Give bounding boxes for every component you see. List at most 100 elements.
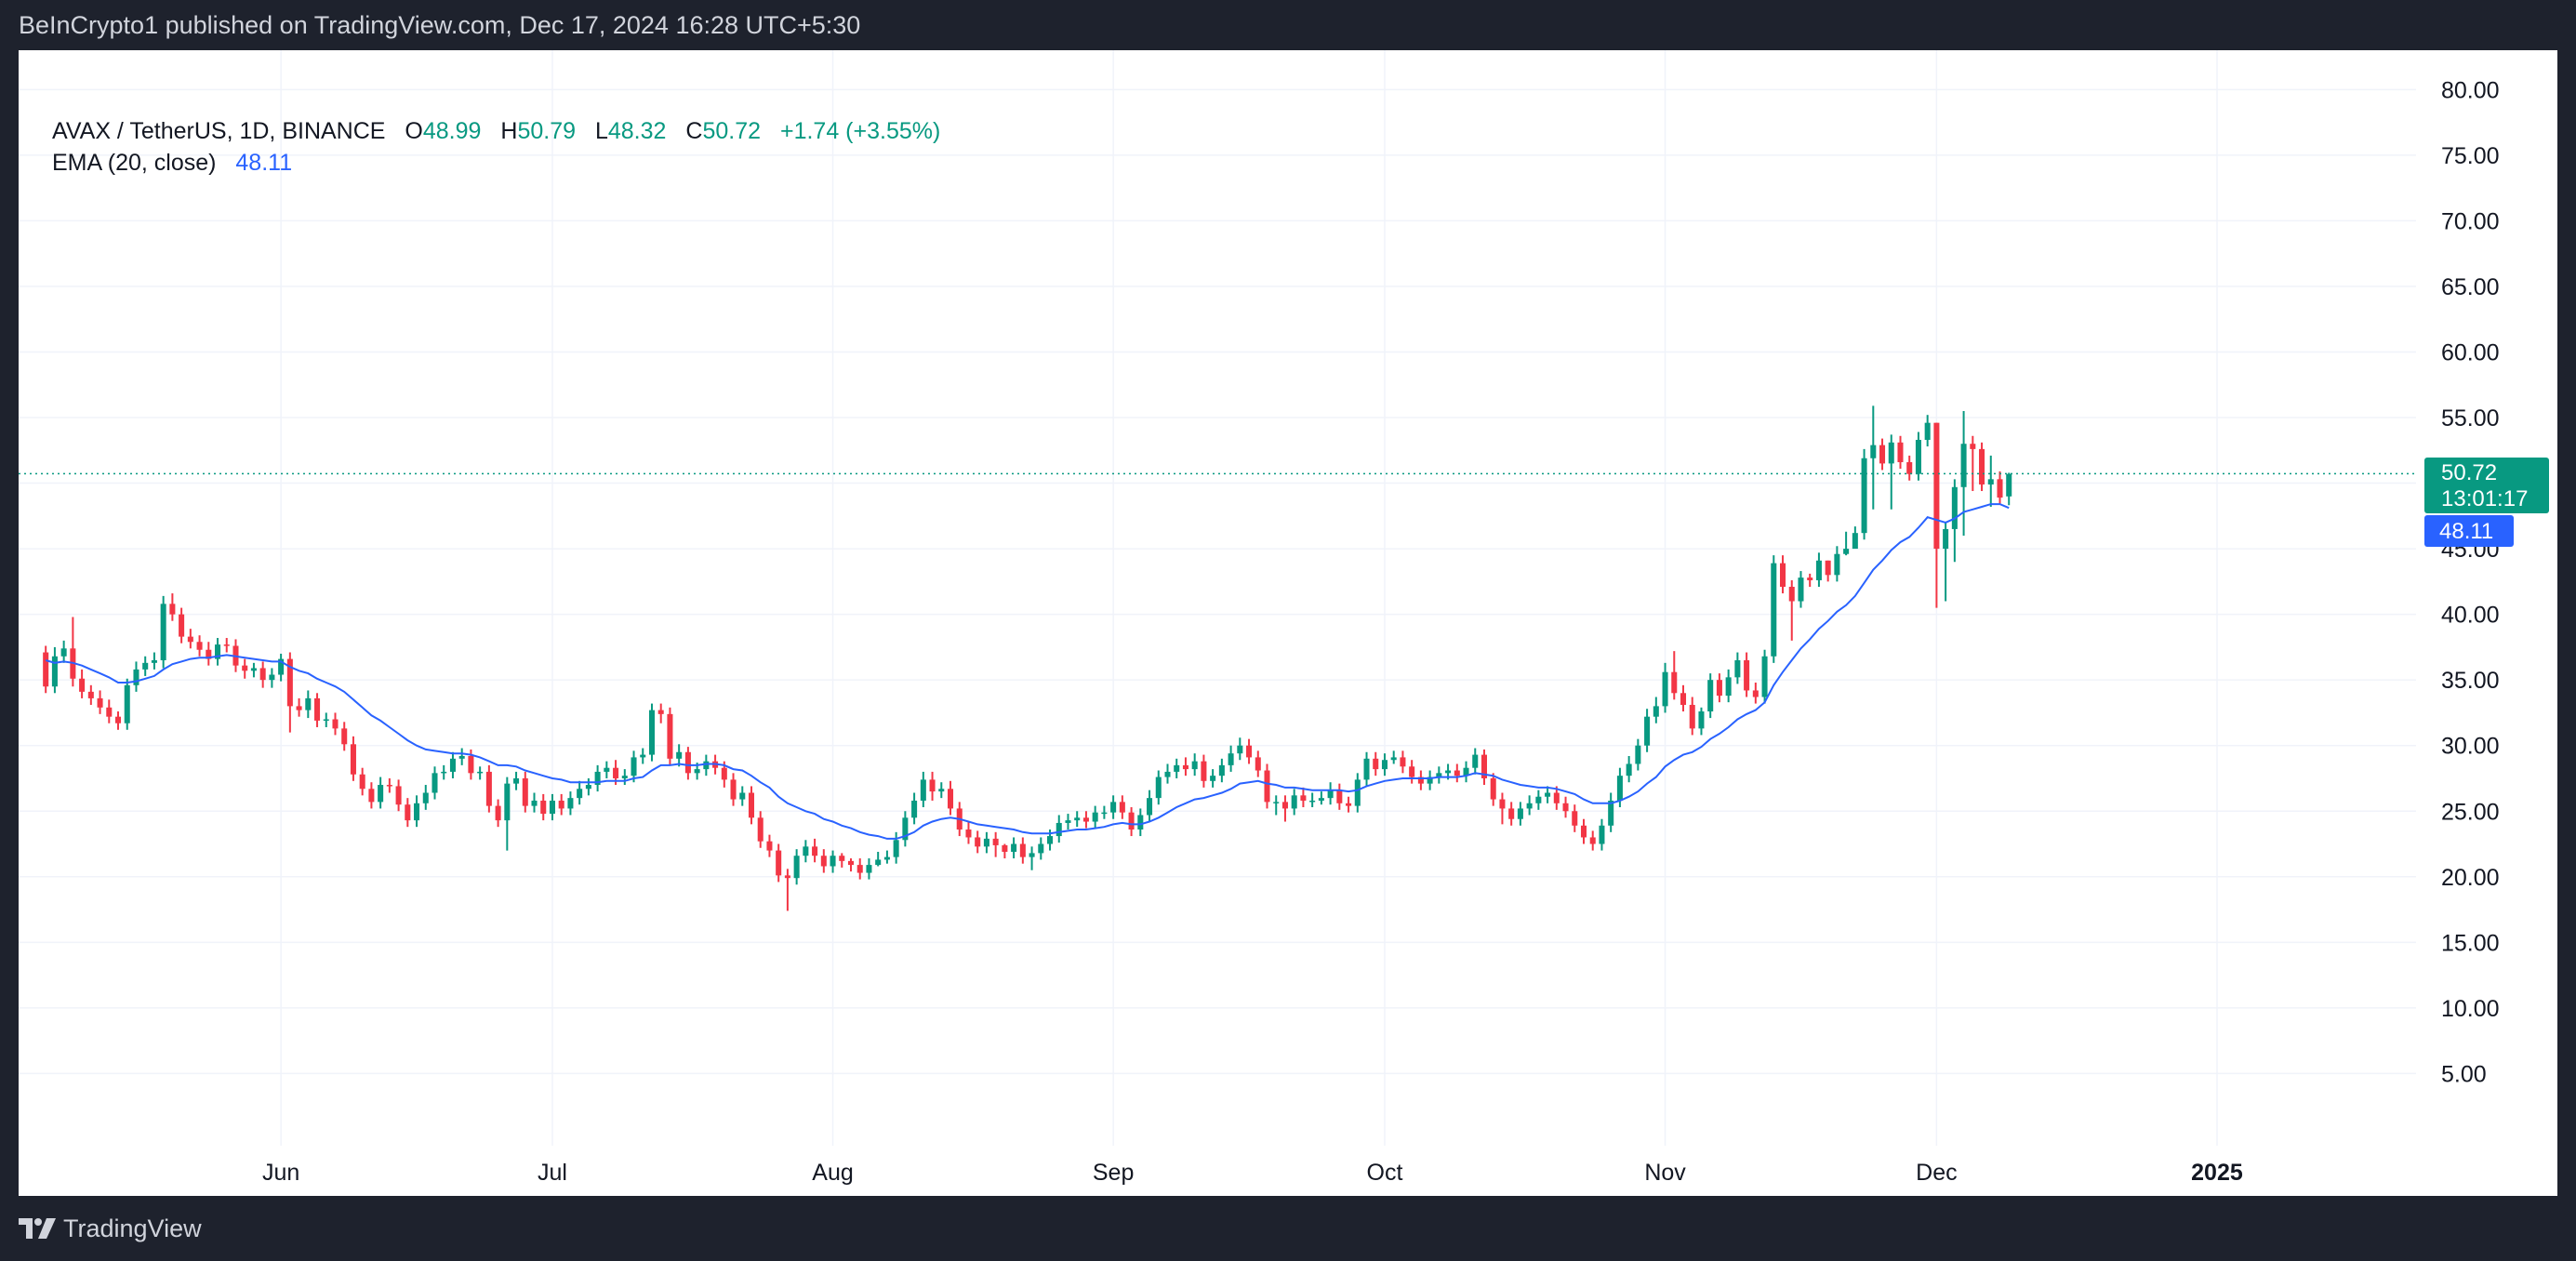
candle (1744, 652, 1750, 697)
candle-body (1101, 812, 1108, 815)
chart-panel[interactable]: 5.00 10.00 15.00 20.00 25.00 30.00 35.00 40.00 4… (19, 50, 2557, 1196)
tradingview-logo[interactable]: TradingView (19, 1213, 202, 1244)
ema-legend-row[interactable]: EMA (20, close) 48.11 (52, 147, 940, 179)
candle-body (1281, 802, 1288, 809)
candle (1716, 673, 1722, 703)
candle-body (1698, 711, 1705, 729)
candle (70, 617, 76, 687)
candle (286, 652, 293, 733)
candle (1074, 811, 1081, 828)
candle-body (820, 856, 827, 867)
candle (1888, 434, 1894, 510)
candle-body (1327, 790, 1334, 799)
candle (1454, 763, 1460, 783)
candle-body (278, 658, 285, 675)
candle-body (449, 758, 456, 772)
candle-body (422, 792, 429, 803)
candle-body (1082, 817, 1089, 822)
candle-body (513, 777, 520, 784)
candle (2006, 472, 2012, 506)
candle-body (477, 771, 484, 774)
candle (1970, 435, 1976, 492)
candle (1951, 479, 1958, 563)
last-price-value: 50.72 (2441, 460, 2497, 485)
candle (812, 838, 818, 863)
candle-body (314, 697, 321, 721)
candle-body (1897, 442, 1904, 462)
time-tick-label: Jul (538, 1160, 567, 1186)
candle (1082, 811, 1089, 829)
candle (1879, 438, 1886, 471)
candle (51, 646, 58, 694)
candle (441, 764, 447, 780)
candle (1580, 818, 1587, 844)
candle (1228, 745, 1234, 772)
candle (757, 811, 764, 848)
candle-body (341, 728, 348, 745)
candle (640, 748, 646, 764)
candle-body (875, 859, 882, 866)
candle-body (1255, 757, 1261, 771)
candle (97, 690, 103, 714)
candlestick-chart[interactable]: 5.00 10.00 15.00 20.00 25.00 30.00 35.00 40.00 4… (19, 50, 2557, 1196)
candle-body (1716, 680, 1722, 697)
candle (1780, 555, 1786, 594)
candle-body (1065, 820, 1071, 823)
candle (766, 834, 773, 857)
candle-body (142, 662, 149, 670)
candle-body (1174, 764, 1180, 772)
candle (160, 595, 166, 669)
candle (1752, 682, 1759, 704)
candle-body (1535, 796, 1542, 803)
symbol-title[interactable]: AVAX / TetherUS, 1D, BINANCE (52, 118, 386, 144)
candle (975, 830, 981, 854)
candle-body (1273, 802, 1280, 803)
candle (929, 771, 936, 801)
candle (1943, 522, 1949, 602)
time-tick-label: Oct (1367, 1160, 1403, 1186)
candle-body (323, 719, 329, 721)
candle (1771, 555, 1777, 663)
candle (585, 777, 591, 796)
candle-body (196, 642, 203, 650)
candle-body (1979, 448, 1985, 484)
candle-body (1002, 844, 1008, 852)
ohlc-legend-row: AVAX / TetherUS, 1D, BINANCE O48.99 H50.… (52, 115, 940, 147)
candle-body (1924, 422, 1931, 441)
candle-body (694, 769, 700, 774)
price-axis[interactable]: 5.00 10.00 15.00 20.00 25.00 30.00 35.00 40.00 4… (2441, 77, 2500, 1087)
candle-body (793, 856, 800, 879)
candle-body (558, 800, 564, 809)
candle-body (296, 706, 302, 710)
candle (422, 785, 429, 810)
candle-body (1970, 444, 1976, 449)
candle-body (830, 856, 836, 867)
candle (495, 799, 501, 828)
candle (1635, 738, 1641, 771)
candle-body (938, 789, 945, 792)
candle (133, 661, 139, 692)
candle (920, 771, 926, 808)
candle (278, 653, 285, 682)
price-tick-label: 70.00 (2441, 208, 2500, 234)
candle (1924, 415, 1931, 447)
candle-body (1300, 795, 1307, 801)
candle-body (43, 652, 49, 687)
candle (1210, 769, 1216, 788)
candle-body (1011, 843, 1017, 852)
candle (169, 593, 176, 621)
candle-body (1454, 770, 1460, 777)
candle-body (250, 668, 257, 671)
candle-body (468, 755, 474, 774)
candle (594, 764, 601, 792)
candle-body (1761, 656, 1768, 697)
candle (1011, 837, 1017, 859)
candle-body (902, 817, 909, 841)
candle (405, 798, 411, 828)
time-axis[interactable]: Jun Jul Aug Sep Oct Nov Dec 2025 (262, 1160, 2243, 1186)
candle (223, 638, 230, 653)
candle (43, 645, 49, 694)
candle (776, 843, 782, 883)
candle (875, 851, 882, 867)
candle-body (929, 779, 936, 792)
